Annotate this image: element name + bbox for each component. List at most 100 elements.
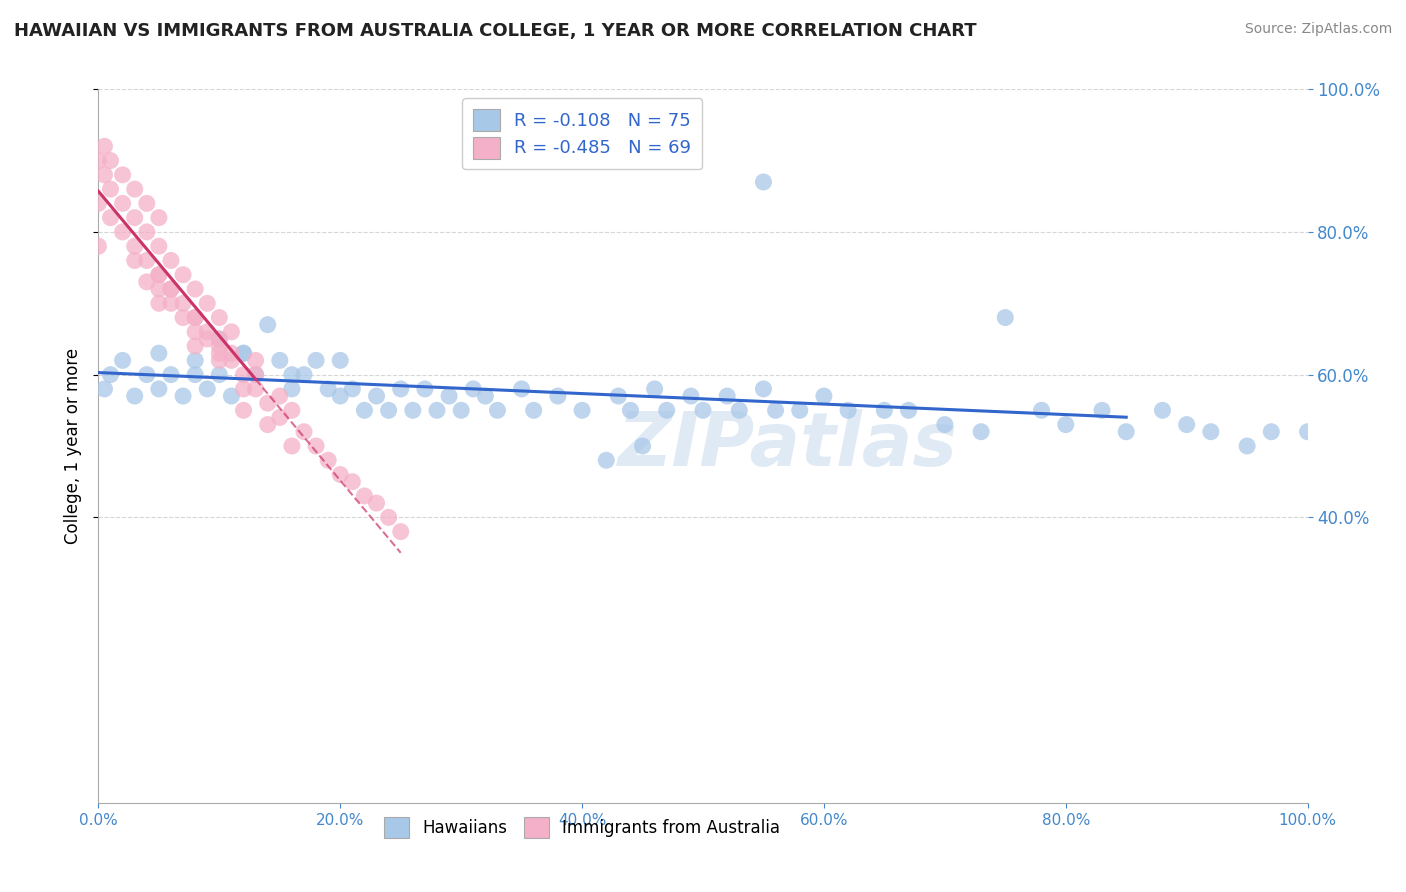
Point — [292, 368, 315, 382]
Point — [172, 296, 194, 310]
Point — [87, 153, 110, 168]
Legend: Hawaiians, Immigrants from Australia: Hawaiians, Immigrants from Australia — [377, 811, 787, 845]
Point — [269, 389, 291, 403]
Point — [377, 510, 399, 524]
Point — [208, 332, 231, 346]
Point — [897, 403, 920, 417]
Point — [160, 296, 183, 310]
Point — [1175, 417, 1198, 432]
Point — [595, 453, 617, 467]
Point — [765, 403, 787, 417]
Point — [377, 403, 399, 417]
Point — [752, 382, 775, 396]
Point — [208, 310, 231, 325]
Point — [148, 268, 170, 282]
Point — [752, 175, 775, 189]
Point — [87, 196, 110, 211]
Point — [93, 382, 115, 396]
Point — [571, 403, 593, 417]
Point — [148, 296, 170, 310]
Point — [195, 382, 218, 396]
Point — [148, 282, 170, 296]
Point — [389, 382, 412, 396]
Point — [269, 410, 291, 425]
Point — [256, 417, 278, 432]
Point — [510, 382, 533, 396]
Point — [184, 353, 207, 368]
Point — [426, 403, 449, 417]
Point — [232, 346, 254, 360]
Point — [148, 239, 170, 253]
Point — [245, 368, 267, 382]
Point — [342, 382, 364, 396]
Point — [208, 346, 231, 360]
Point — [232, 368, 254, 382]
Point — [195, 325, 218, 339]
Point — [124, 182, 146, 196]
Point — [256, 396, 278, 410]
Point — [316, 382, 339, 396]
Point — [305, 439, 328, 453]
Point — [1199, 425, 1222, 439]
Text: HAWAIIAN VS IMMIGRANTS FROM AUSTRALIA COLLEGE, 1 YEAR OR MORE CORRELATION CHART: HAWAIIAN VS IMMIGRANTS FROM AUSTRALIA CO… — [14, 22, 977, 40]
Point — [100, 182, 122, 196]
Point — [124, 389, 146, 403]
Point — [281, 382, 304, 396]
Point — [523, 403, 546, 417]
Point — [135, 253, 157, 268]
Point — [245, 368, 267, 382]
Point — [353, 489, 375, 503]
Point — [184, 368, 207, 382]
Point — [970, 425, 993, 439]
Point — [208, 339, 231, 353]
Point — [184, 282, 207, 296]
Point — [1031, 403, 1053, 417]
Point — [1054, 417, 1077, 432]
Point — [245, 353, 267, 368]
Point — [281, 368, 304, 382]
Point — [1296, 425, 1319, 439]
Point — [366, 496, 388, 510]
Point — [135, 196, 157, 211]
Point — [245, 382, 267, 396]
Point — [148, 346, 170, 360]
Point — [172, 389, 194, 403]
Point — [172, 310, 194, 325]
Point — [195, 296, 218, 310]
Point — [1115, 425, 1137, 439]
Point — [547, 389, 569, 403]
Text: Source: ZipAtlas.com: Source: ZipAtlas.com — [1244, 22, 1392, 37]
Point — [305, 353, 328, 368]
Point — [135, 275, 157, 289]
Point — [221, 353, 243, 368]
Point — [474, 389, 496, 403]
Point — [837, 403, 859, 417]
Point — [221, 325, 243, 339]
Point — [232, 346, 254, 360]
Point — [619, 403, 641, 417]
Point — [232, 382, 254, 396]
Point — [450, 403, 472, 417]
Point — [316, 453, 339, 467]
Point — [934, 417, 956, 432]
Point — [172, 268, 194, 282]
Point — [148, 268, 170, 282]
Point — [221, 389, 243, 403]
Point — [184, 310, 207, 325]
Point — [124, 239, 146, 253]
Point — [1152, 403, 1174, 417]
Point — [124, 211, 146, 225]
Point — [281, 439, 304, 453]
Point — [208, 332, 231, 346]
Point — [269, 353, 291, 368]
Point — [148, 382, 170, 396]
Point — [232, 403, 254, 417]
Point — [1236, 439, 1258, 453]
Point — [100, 211, 122, 225]
Text: ZIPatlas: ZIPatlas — [617, 409, 957, 483]
Point — [93, 168, 115, 182]
Point — [184, 310, 207, 325]
Point — [160, 253, 183, 268]
Point — [463, 382, 485, 396]
Point — [413, 382, 436, 396]
